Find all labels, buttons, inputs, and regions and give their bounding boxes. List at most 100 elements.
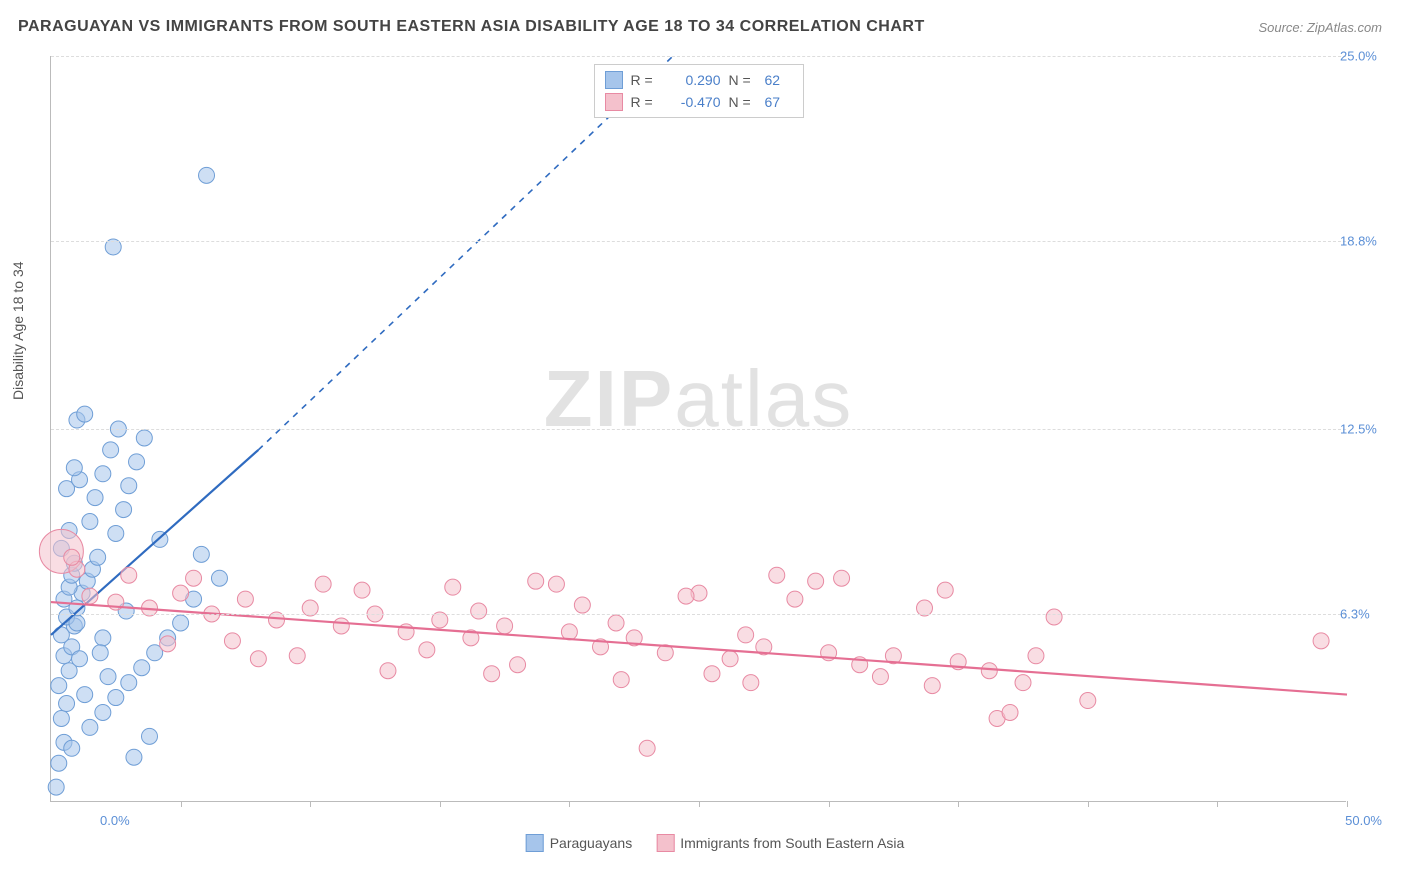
- scatter-point: [528, 573, 544, 589]
- scatter-point: [134, 660, 150, 676]
- x-axis-min-label: 0.0%: [100, 813, 130, 828]
- scatter-point: [92, 645, 108, 661]
- x-tick: [1347, 801, 1348, 807]
- scatter-point: [237, 591, 253, 607]
- x-tick: [1217, 801, 1218, 807]
- chart-area: ZIPatlas R =0.290N =62R =-0.470N =67 6.3…: [50, 56, 1380, 826]
- x-axis-max-label: 50.0%: [1345, 813, 1382, 828]
- scatter-point: [64, 740, 80, 756]
- scatter-point: [90, 549, 106, 565]
- y-tick-label: 12.5%: [1340, 422, 1390, 437]
- legend-item: Immigrants from South Eastern Asia: [656, 834, 904, 852]
- scatter-point: [95, 630, 111, 646]
- x-tick: [699, 801, 700, 807]
- scatter-point: [787, 591, 803, 607]
- y-tick-label: 18.8%: [1340, 234, 1390, 249]
- plot-region: ZIPatlas R =0.290N =62R =-0.470N =67 6.3…: [50, 56, 1346, 802]
- scatter-point: [738, 627, 754, 643]
- scatter-point: [116, 502, 132, 518]
- legend-stats-row: R =0.290N =62: [605, 69, 793, 91]
- stat-n-value: 62: [765, 72, 793, 88]
- scatter-point: [1002, 704, 1018, 720]
- scatter-point: [82, 588, 98, 604]
- scatter-point: [743, 675, 759, 691]
- x-tick: [569, 801, 570, 807]
- scatter-point: [333, 618, 349, 634]
- scatter-point: [924, 678, 940, 694]
- scatter-point: [471, 603, 487, 619]
- stat-r-label: R =: [631, 72, 659, 88]
- legend-swatch: [526, 834, 544, 852]
- scatter-point: [108, 690, 124, 706]
- scatter-point: [704, 666, 720, 682]
- scatter-point: [82, 719, 98, 735]
- stat-n-label: N =: [729, 72, 757, 88]
- scatter-point: [126, 749, 142, 765]
- scatter-point: [1080, 693, 1096, 709]
- grid-line: [51, 429, 1346, 430]
- scatter-point: [53, 710, 69, 726]
- scatter-point: [548, 576, 564, 592]
- scatter-point: [186, 570, 202, 586]
- scatter-point: [497, 618, 513, 634]
- scatter-point: [1046, 609, 1062, 625]
- x-tick: [440, 801, 441, 807]
- legend-swatch: [605, 93, 623, 111]
- scatter-point: [608, 615, 624, 631]
- scatter-point: [82, 514, 98, 530]
- x-tick: [181, 801, 182, 807]
- scatter-point: [561, 624, 577, 640]
- scatter-point: [981, 663, 997, 679]
- scatter-point: [121, 567, 137, 583]
- scatter-point: [872, 669, 888, 685]
- stat-r-value: -0.470: [667, 94, 721, 110]
- scatter-point: [808, 573, 824, 589]
- scatter-point: [108, 525, 124, 541]
- scatter-point: [937, 582, 953, 598]
- x-tick: [958, 801, 959, 807]
- scatter-point: [1313, 633, 1329, 649]
- scatter-point: [1015, 675, 1031, 691]
- legend-swatch: [656, 834, 674, 852]
- scatter-point: [380, 663, 396, 679]
- scatter-point: [129, 454, 145, 470]
- scatter-point: [484, 666, 500, 682]
- scatter-point: [121, 478, 137, 494]
- scatter-point: [59, 696, 75, 712]
- scatter-point: [639, 740, 655, 756]
- grid-line: [51, 56, 1346, 57]
- scatter-point: [315, 576, 331, 592]
- source-label: Source: ZipAtlas.com: [1258, 20, 1382, 35]
- scatter-point: [173, 615, 189, 631]
- scatter-point: [136, 430, 152, 446]
- scatter-point: [250, 651, 266, 667]
- scatter-point: [121, 675, 137, 691]
- y-tick-label: 25.0%: [1340, 49, 1390, 64]
- scatter-point: [77, 406, 93, 422]
- legend-bottom: ParaguayansImmigrants from South Eastern…: [526, 834, 905, 852]
- scatter-point: [141, 728, 157, 744]
- grid-line: [51, 614, 1346, 615]
- scatter-point: [722, 651, 738, 667]
- scatter-point: [173, 585, 189, 601]
- scatter-point: [613, 672, 629, 688]
- y-axis-label: Disability Age 18 to 34: [10, 261, 26, 400]
- scatter-point: [678, 588, 694, 604]
- y-tick-label: 6.3%: [1340, 607, 1390, 622]
- legend-label: Immigrants from South Eastern Asia: [680, 835, 904, 851]
- scatter-point: [574, 597, 590, 613]
- x-tick: [1088, 801, 1089, 807]
- stat-r-label: R =: [631, 94, 659, 110]
- scatter-point: [48, 779, 64, 795]
- x-tick: [829, 801, 830, 807]
- x-tick: [310, 801, 311, 807]
- scatter-point: [211, 570, 227, 586]
- stat-n-value: 67: [765, 94, 793, 110]
- legend-stats-row: R =-0.470N =67: [605, 91, 793, 113]
- scatter-point: [64, 549, 80, 565]
- scatter-point: [87, 490, 103, 506]
- scatter-point: [103, 442, 119, 458]
- scatter-point: [100, 669, 116, 685]
- scatter-point: [199, 167, 215, 183]
- regression-line: [51, 602, 1347, 695]
